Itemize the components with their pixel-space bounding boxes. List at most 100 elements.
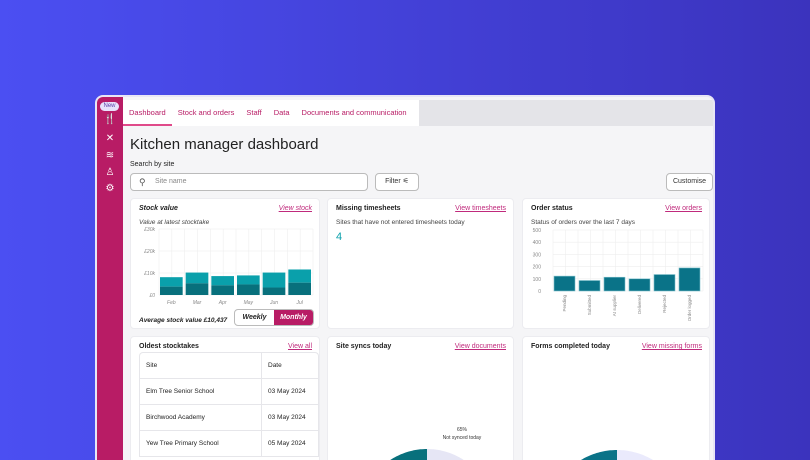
view-orders-link[interactable]: View orders <box>665 205 702 212</box>
forms-completed-card: Forms completed today View missing forms… <box>522 336 710 460</box>
tab-data[interactable]: Data <box>273 108 290 117</box>
tab-dashboard[interactable]: Dashboard <box>123 100 172 126</box>
stock-chart: £0 £10k £20k £30k Feb Mar Apr May Jun Jul <box>143 227 314 306</box>
view-missing-forms-link[interactable]: View missing forms <box>641 343 702 350</box>
stock-bar-upper <box>185 272 209 284</box>
card-subtitle: Sites that have not entered timesheets t… <box>336 219 465 226</box>
sliders-icon: ⚟ <box>402 178 409 185</box>
stock-bar-upper <box>288 269 311 283</box>
tab-staff[interactable]: Staff <box>246 108 262 117</box>
weekly-toggle[interactable]: Weekly <box>242 314 267 321</box>
stock-bar-upper <box>160 277 183 287</box>
order-bar <box>678 267 701 292</box>
y-tick-label: £30k <box>143 227 155 233</box>
tab-documents[interactable]: Documents and communication <box>301 108 407 117</box>
view-stock-link[interactable]: View stock <box>278 205 312 212</box>
card-title: Missing timesheets <box>336 205 401 212</box>
view-all-link[interactable]: View all <box>288 343 312 350</box>
x-tick-label: Jul <box>295 300 303 306</box>
pie-slice <box>617 450 654 460</box>
y-tick-label: 100 <box>533 277 542 283</box>
table-row[interactable]: Birchwood Academy 03 May 2024 <box>140 405 318 431</box>
stock-bar-lower <box>262 287 286 295</box>
stock-bar-upper <box>237 275 260 285</box>
stock-value-card: Stock value View stock Value at latest s… <box>130 198 320 329</box>
y-tick-label: 300 <box>533 252 542 258</box>
customise-button[interactable]: Customise <box>666 173 713 191</box>
user-icon[interactable]: ♙ <box>105 167 115 178</box>
date-cell: 03 May 2024 <box>268 414 306 421</box>
filter-label: Filter <box>385 178 401 185</box>
site-cell: Elm Tree Senior School <box>140 379 262 404</box>
order-chart: 0 100 200 300 400 500 Pending Submitted At suppl… <box>533 228 704 322</box>
forms-pie: 20% Complete <box>580 375 654 460</box>
card-subtitle: Value at latest stocktake <box>139 219 210 226</box>
header-site: Site <box>140 353 262 378</box>
view-documents-link[interactable]: View documents <box>454 343 506 350</box>
table-row[interactable]: Elm Tree Senior School 03 May 2024 <box>140 379 318 405</box>
cutlery-icon[interactable]: 🍴 <box>103 114 117 125</box>
x-tick-label: May <box>244 300 254 306</box>
new-badge: New <box>100 102 119 111</box>
header-date: Date <box>268 362 282 369</box>
card-title: Stock value <box>139 205 178 212</box>
stock-bar-upper <box>262 272 286 288</box>
slice-label: Not synced today <box>443 435 482 441</box>
app-window: New 🍴 ✕ ≋ ♙ ⚙ Dashboard Stock and orders… <box>95 95 715 460</box>
card-title: Oldest stocktakes <box>139 343 199 350</box>
slice-percent: 65% <box>457 427 468 433</box>
site-cell: Yew Tree Primary School <box>140 431 262 456</box>
tab-bar-fill <box>418 100 713 126</box>
site-cell: Birchwood Academy <box>140 405 262 430</box>
pie-slice <box>580 450 617 460</box>
x-tick-label: Rejected <box>662 295 667 313</box>
table-header: Site Date <box>140 353 318 379</box>
slice-label: Complete <box>580 383 602 389</box>
database-icon[interactable]: ≋ <box>105 150 115 161</box>
date-cell: 03 May 2024 <box>268 388 306 395</box>
pie-slice <box>427 449 464 460</box>
x-tick-label: Apr <box>218 300 227 306</box>
stock-bar-lower <box>211 285 234 295</box>
view-timesheets-link[interactable]: View timesheets <box>455 205 506 212</box>
x-tick-label: Submitted <box>587 295 592 316</box>
period-toggle: Weekly Monthly <box>234 309 314 326</box>
order-bar <box>628 278 651 292</box>
page-title: Kitchen manager dashboard <box>130 136 319 153</box>
card-title: Forms completed today <box>531 343 610 350</box>
date-cell: 05 May 2024 <box>268 440 306 447</box>
y-tick-label: 200 <box>533 265 542 271</box>
search-input[interactable]: ⚲ Site name <box>130 173 368 191</box>
missing-count: 4 <box>336 231 343 243</box>
pie-slice <box>390 449 427 460</box>
y-tick-label: 0 <box>538 289 541 295</box>
y-tick-label: 400 <box>533 240 542 246</box>
search-icon: ⚲ <box>139 177 146 187</box>
stock-bar-lower <box>288 282 311 295</box>
site-syncs-pie: 35% Synced today 65% Not synced today <box>363 382 482 460</box>
y-tick-label: £20k <box>143 249 155 255</box>
utensils-cross-icon[interactable]: ✕ <box>105 133 115 144</box>
y-tick-label: 500 <box>533 228 542 234</box>
order-bar <box>553 275 576 292</box>
monthly-toggle[interactable]: Monthly <box>274 310 313 325</box>
x-tick-label: Feb <box>167 300 176 306</box>
stock-bar-lower <box>237 284 260 295</box>
filter-button[interactable]: Filter ⚟ <box>375 173 419 191</box>
card-subtitle: Status of orders over the last 7 days <box>531 219 636 226</box>
x-tick-label: Order logged <box>687 295 692 322</box>
stock-bar-upper <box>211 276 234 286</box>
x-tick-label: Delivered <box>637 295 642 315</box>
tab-stock-and-orders[interactable]: Stock and orders <box>177 108 235 117</box>
search-label: Search by site <box>130 161 175 168</box>
slice-label: Synced today <box>363 390 394 396</box>
average-stock-value: Average stock value £10,437 <box>139 317 228 324</box>
slice-percent: 35% <box>373 382 384 388</box>
tab-bar: Dashboard Stock and orders Staff Data Do… <box>123 100 713 126</box>
stock-bar-lower <box>160 286 183 295</box>
oldest-stocktakes-card: Oldest stocktakes View all Site Date Elm … <box>130 336 320 460</box>
gear-icon[interactable]: ⚙ <box>105 183 115 194</box>
order-status-card: Order status View orders Status of order… <box>522 198 710 329</box>
card-title: Order status <box>531 205 573 212</box>
table-row[interactable]: Yew Tree Primary School 05 May 2024 <box>140 431 318 457</box>
